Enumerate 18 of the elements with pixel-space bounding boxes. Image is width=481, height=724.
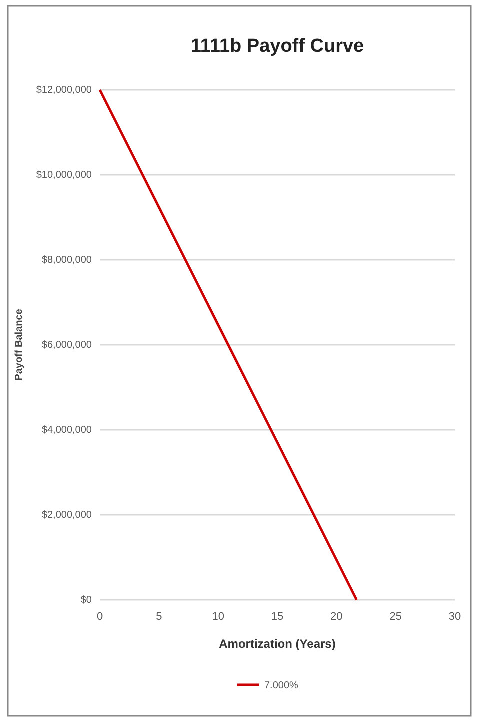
legend-label: 7.000% <box>264 680 299 692</box>
y-tick-label: $8,000,000 <box>42 255 92 266</box>
x-axis-title: Amortization (Years) <box>219 637 336 651</box>
x-tick-label: 25 <box>390 610 402 623</box>
y-axis-title: Payoff Balance <box>14 308 25 381</box>
y-tick-label: $2,000,000 <box>42 510 92 522</box>
x-tick-label: 30 <box>448 610 462 623</box>
x-tick-label: 0 <box>96 610 104 623</box>
x-tick-label: 10 <box>212 610 224 623</box>
x-tick-label: 15 <box>271 610 284 623</box>
y-tick-label: $10,000,000 <box>36 170 92 182</box>
y-tick-label: $12,000,000 <box>36 85 92 96</box>
y-tick-label: $6,000,000 <box>42 340 92 352</box>
chart-title: 1111b Payoff Curve <box>190 36 364 57</box>
x-tick-label: 20 <box>330 610 343 623</box>
x-tick-label: 5 <box>156 610 162 623</box>
y-tick-label: $4,000,000 <box>42 425 92 436</box>
y-tick-label: $0 <box>80 595 92 606</box>
